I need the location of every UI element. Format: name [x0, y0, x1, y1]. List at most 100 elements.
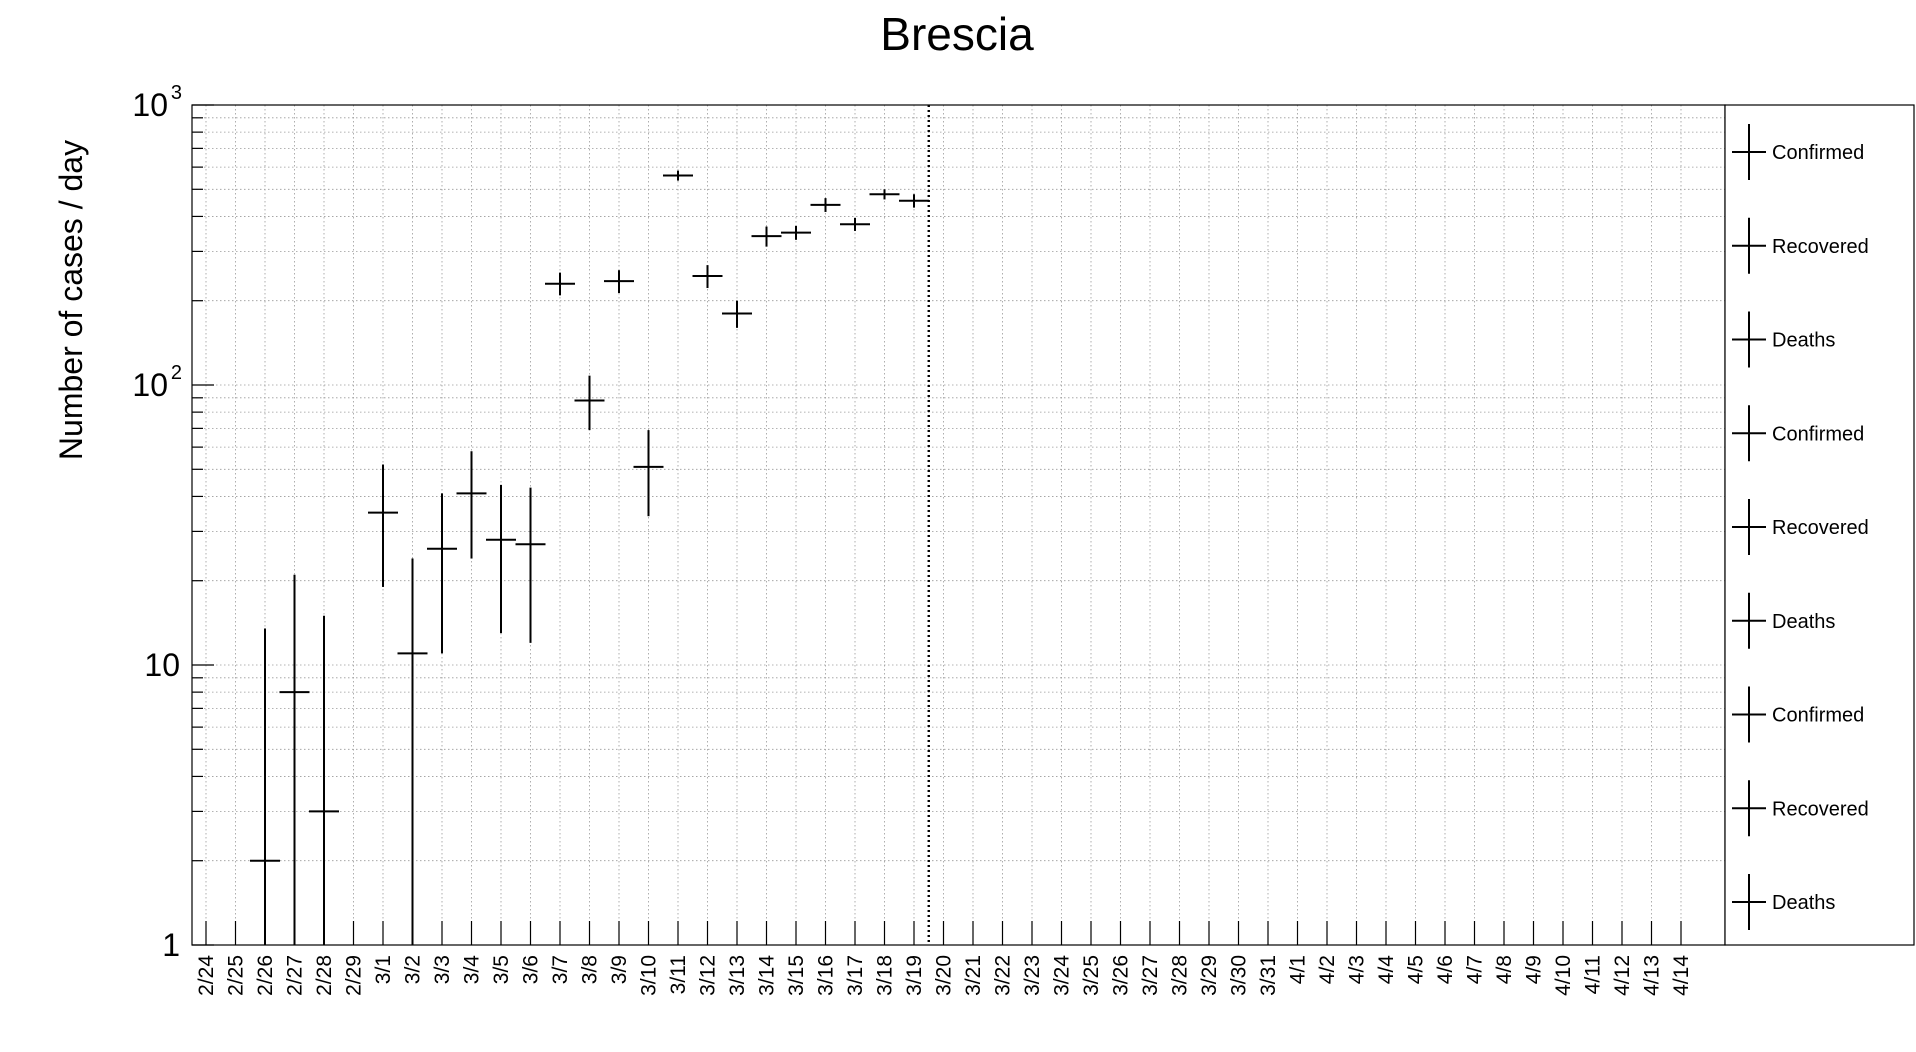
data-point: [250, 628, 280, 945]
x-tick-label: 3/4: [461, 955, 484, 985]
x-tick-label: 3/16: [815, 955, 838, 996]
data-point: [692, 265, 723, 289]
legend-entry: Recovered: [1732, 499, 1869, 555]
data-point: [899, 194, 929, 208]
x-tick-label: 3/13: [726, 955, 749, 996]
x-tick-label: 4/9: [1523, 955, 1546, 984]
legend-entry: Recovered: [1732, 217, 1869, 274]
x-tick-label: 3/12: [697, 955, 720, 996]
x-tick-label: 3/31: [1257, 955, 1280, 996]
legend-label: Confirmed: [1772, 423, 1864, 445]
x-tick-label: 4/8: [1493, 955, 1516, 984]
x-tick-label: 2/25: [225, 955, 248, 996]
x-tick-label: 2/28: [313, 955, 336, 996]
data-points: [250, 170, 929, 945]
legend-label: Deaths: [1772, 611, 1835, 633]
x-tick-label: 4/3: [1346, 955, 1369, 984]
x-tick-label: 3/7: [549, 955, 572, 984]
x-tick-label: 3/6: [520, 955, 543, 984]
x-tick-label: 4/12: [1611, 955, 1634, 996]
x-tick-label: 4/11: [1582, 955, 1605, 994]
x-tick-label: 3/5: [490, 955, 513, 984]
legend-entry: Deaths: [1732, 874, 1835, 930]
x-tick-label: 3/11: [667, 955, 690, 994]
legend-label: Confirmed: [1772, 705, 1864, 727]
data-point: [397, 558, 428, 945]
data-point: [368, 464, 398, 587]
x-tick-label: 3/18: [874, 955, 897, 996]
x-tick-label: 3/9: [608, 955, 631, 984]
x-tick-label: 4/6: [1434, 955, 1457, 984]
x-tick-label: 3/25: [1080, 955, 1103, 996]
legend-entry: Deaths: [1732, 311, 1835, 368]
y-tick-label: 10: [144, 647, 180, 683]
y-tick-label-exponent: 3: [171, 82, 182, 104]
x-tick-label: 3/17: [844, 955, 867, 996]
y-tick-label: 10: [132, 87, 168, 123]
data-point: [574, 375, 605, 431]
x-tick-label: 3/26: [1110, 955, 1133, 996]
legend: Confirmed Recovered Deaths Confirmed Recover…: [1732, 124, 1869, 930]
data-point: [751, 226, 782, 247]
x-tick-label: 2/29: [343, 955, 366, 996]
x-tick-label: 3/22: [992, 955, 1015, 996]
data-point: [869, 189, 900, 200]
x-tick-label: 4/2: [1316, 955, 1339, 984]
x-tick-label: 3/15: [785, 955, 808, 996]
x-tick-label: 3/20: [933, 955, 956, 996]
data-point: [545, 272, 575, 296]
legend-label: Deaths: [1772, 892, 1835, 914]
x-tick-label: 3/24: [1051, 955, 1074, 996]
chart-title: Brescia: [880, 8, 1034, 60]
y-tick-label-exponent: 2: [171, 362, 182, 384]
data-point: [840, 217, 870, 231]
legend-entry: Confirmed: [1732, 124, 1864, 180]
data-point: [309, 615, 339, 945]
x-tick-label: 3/19: [903, 955, 926, 996]
legend-label: Recovered: [1772, 236, 1869, 258]
legend-label: Recovered: [1772, 517, 1869, 539]
legend-entry: Deaths: [1732, 592, 1835, 649]
x-tick-label: 4/5: [1405, 955, 1428, 984]
x-tick-label: 3/1: [372, 955, 395, 984]
y-tick-label: 10: [132, 367, 168, 403]
data-point: [633, 430, 664, 517]
data-point: [781, 225, 811, 240]
data-point: [604, 270, 634, 294]
y-axis-label: Number of cases / day: [53, 140, 89, 460]
data-point: [663, 170, 693, 181]
data-point: [456, 451, 487, 559]
x-tick-label: 2/26: [254, 955, 277, 996]
legend-label: Confirmed: [1772, 142, 1864, 164]
x-tick-label: 3/8: [579, 955, 602, 984]
x-tick-label: 3/28: [1169, 955, 1192, 996]
x-tick-label: 4/14: [1670, 955, 1693, 996]
x-tick-label: 3/14: [756, 955, 779, 996]
x-tick-label: 2/24: [195, 955, 218, 996]
grid: [192, 104, 1725, 945]
x-tick-label: 3/2: [402, 955, 425, 984]
x-tick-label: 4/10: [1552, 955, 1575, 996]
x-tick-label: 3/30: [1228, 955, 1251, 996]
data-point: [515, 487, 546, 643]
x-tick-label: 3/29: [1198, 955, 1221, 996]
legend-entry: Confirmed: [1732, 686, 1864, 743]
x-tick-label: 3/3: [431, 955, 454, 984]
y-tick-label: 1: [162, 927, 180, 963]
data-point: [279, 574, 310, 945]
data-point: [810, 198, 841, 212]
data-point: [486, 484, 516, 634]
legend-entry: Recovered: [1732, 780, 1869, 837]
legend-entry: Confirmed: [1732, 405, 1864, 462]
x-tick-label: 3/23: [1021, 955, 1044, 996]
x-tick-label: 3/10: [638, 955, 661, 996]
data-point: [427, 493, 457, 654]
data-point: [722, 300, 752, 328]
x-tick-label: 4/13: [1641, 955, 1664, 996]
x-tick-label: 2/27: [284, 955, 307, 996]
x-tick-label: 4/4: [1375, 955, 1398, 985]
legend-label: Deaths: [1772, 330, 1835, 352]
legend-label: Recovered: [1772, 798, 1869, 820]
x-tick-label: 4/7: [1464, 955, 1487, 984]
